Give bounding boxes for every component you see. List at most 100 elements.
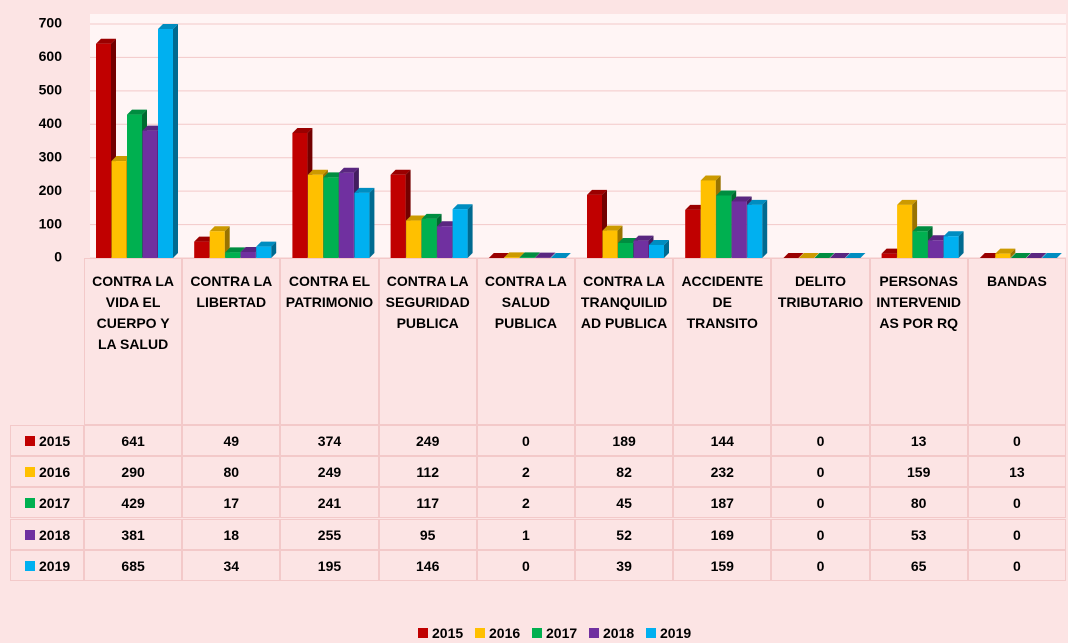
x-tick-label: ACCIDENTE DE TRANSITO xyxy=(673,258,772,425)
bar xyxy=(912,231,928,258)
bar xyxy=(731,201,747,258)
table-cell: 82 xyxy=(575,456,674,487)
bar xyxy=(747,204,763,258)
bar-side xyxy=(534,252,540,258)
table-row-label: 2017 xyxy=(10,487,84,518)
table-cell: 65 xyxy=(869,550,968,581)
bar-top xyxy=(488,253,509,258)
table-row-label: 2018 xyxy=(10,519,84,550)
y-tick-label: 400 xyxy=(39,115,63,131)
table-cell: 0 xyxy=(967,425,1066,456)
bar xyxy=(437,226,453,258)
series-name: 2017 xyxy=(39,494,71,511)
bar-top xyxy=(731,196,752,202)
bar xyxy=(209,231,225,258)
table-cell: 80 xyxy=(182,456,281,487)
table-cell: 17 xyxy=(182,487,281,518)
bar-top xyxy=(194,236,215,242)
legend-label: 2018 xyxy=(603,625,635,641)
bar xyxy=(649,244,664,258)
x-tick-label: CONTRA LA VIDA EL CUERPO Y LA SALUD xyxy=(84,258,183,425)
bar xyxy=(225,252,241,258)
series-name: 2016 xyxy=(39,463,71,480)
table-cell: 195 xyxy=(280,550,379,581)
table-cell: 0 xyxy=(771,519,870,550)
bar-top xyxy=(519,252,540,258)
bar-top xyxy=(338,167,359,173)
bar-side xyxy=(271,241,277,258)
y-tick-label: 100 xyxy=(39,215,63,231)
table-cell: 45 xyxy=(575,487,674,518)
table-cell: 0 xyxy=(771,456,870,487)
bar-top xyxy=(504,252,525,258)
table-cell: 255 xyxy=(280,519,379,550)
table-cell: 95 xyxy=(378,519,477,550)
table-cell: 2 xyxy=(476,456,575,487)
bar xyxy=(142,130,158,258)
bar xyxy=(307,174,323,258)
table-row-label: 2019 xyxy=(10,550,84,581)
bar-top xyxy=(421,213,442,219)
legend-label: 2016 xyxy=(489,625,521,641)
bar-side xyxy=(467,204,473,258)
table-cell: 2 xyxy=(476,487,575,518)
series-name: 2018 xyxy=(39,526,71,543)
table-cell: 159 xyxy=(869,456,968,487)
x-tick-label: PERSONAS INTERVENIDAS POR RQ xyxy=(869,258,968,425)
swatch xyxy=(25,435,35,446)
bar-side xyxy=(762,199,768,258)
table-cell: 49 xyxy=(182,425,281,456)
bar-side xyxy=(173,24,178,259)
bar-top xyxy=(209,226,230,232)
table-cell: 0 xyxy=(771,487,870,518)
bar-top xyxy=(995,248,1016,254)
bar-top xyxy=(535,252,556,258)
table-cell: 52 xyxy=(575,519,674,550)
bar-top xyxy=(323,172,344,178)
bar xyxy=(504,257,520,258)
x-tick-label: CONTRA EL PATRIMONIO xyxy=(280,258,379,425)
table-cell: 0 xyxy=(967,487,1066,518)
table-row-label: 2016 xyxy=(10,456,84,487)
bar-side xyxy=(550,252,556,258)
table-cell: 39 xyxy=(575,550,674,581)
legend-entry: 2019 xyxy=(646,625,691,641)
table-cell: 187 xyxy=(673,487,772,518)
bar-top xyxy=(649,239,669,245)
bar xyxy=(716,195,732,258)
bar-top xyxy=(1026,253,1047,258)
swatch xyxy=(25,529,35,540)
x-tick-label: BANDAS xyxy=(967,258,1066,425)
bar-top xyxy=(928,235,949,241)
bar-top xyxy=(1010,253,1031,258)
table-cell: 374 xyxy=(280,425,379,456)
bar-top xyxy=(111,156,132,162)
bar xyxy=(292,132,308,258)
table-cell: 117 xyxy=(378,487,477,518)
bar xyxy=(323,177,339,258)
bar-top xyxy=(256,241,277,247)
bar xyxy=(519,257,535,258)
table-cell: 13 xyxy=(869,425,968,456)
table-cell: 189 xyxy=(575,425,674,456)
table-cell: 232 xyxy=(673,456,772,487)
bar-top xyxy=(587,189,607,195)
table-cell: 34 xyxy=(182,550,281,581)
bar xyxy=(158,29,173,259)
bar xyxy=(685,209,701,258)
bar xyxy=(602,230,618,258)
legend-swatch xyxy=(475,628,485,638)
y-tick-label: 500 xyxy=(39,82,63,98)
bar-top xyxy=(618,237,638,243)
table-cell: 0 xyxy=(967,550,1066,581)
bar-top xyxy=(798,253,819,258)
bar-top xyxy=(602,225,623,231)
bar-top xyxy=(783,253,804,258)
bar-top xyxy=(225,247,246,253)
table-cell: 144 xyxy=(673,425,772,456)
legend-entry: 2018 xyxy=(589,625,634,641)
bar xyxy=(928,240,944,258)
legend-swatch xyxy=(646,628,656,638)
